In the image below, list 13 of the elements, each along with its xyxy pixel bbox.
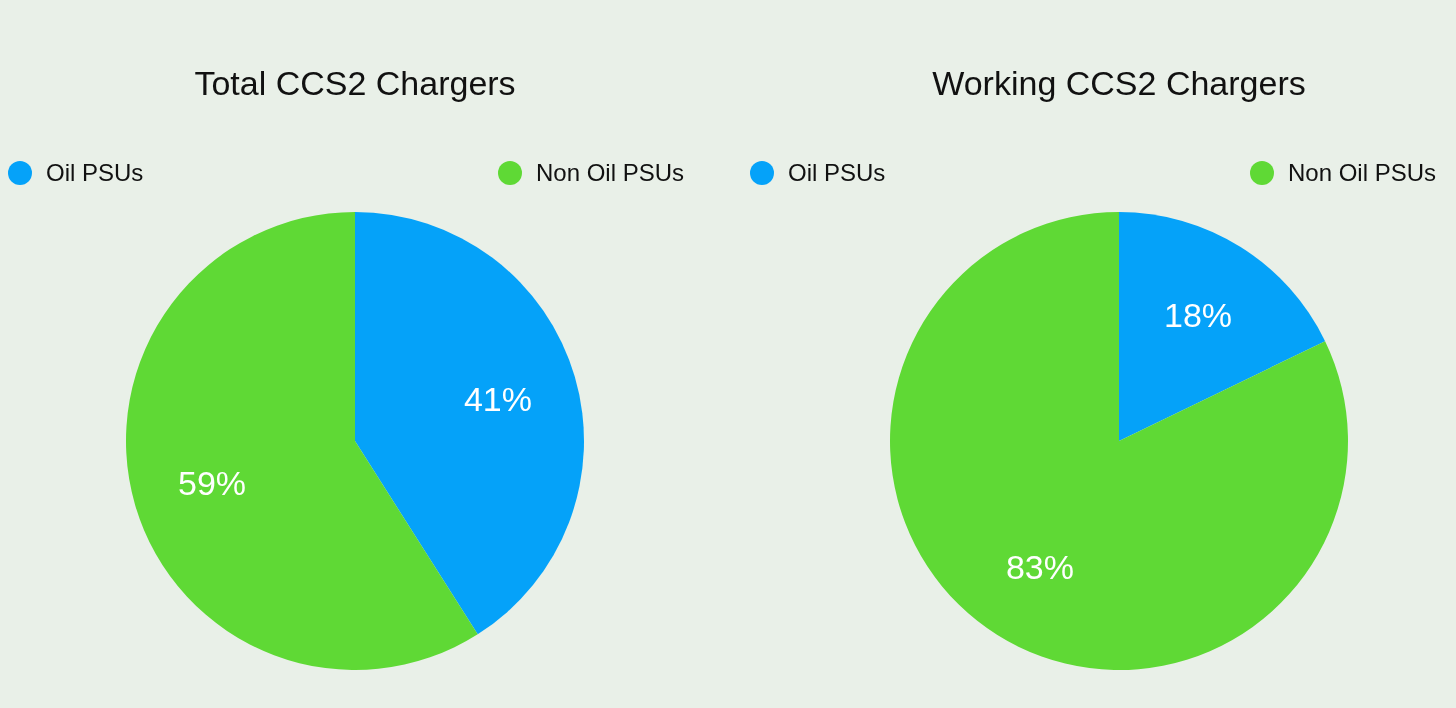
pie-slice xyxy=(355,212,584,635)
pie-slice xyxy=(890,212,1348,670)
legend-label: Non Oil PSUs xyxy=(1288,159,1437,186)
legend-label: Oil PSUs xyxy=(788,159,886,186)
pie-slice xyxy=(1119,212,1326,441)
chart-title: Working CCS2 Chargers xyxy=(932,64,1306,102)
chart-title: Total CCS2 Chargers xyxy=(194,64,516,102)
data-label: 18% xyxy=(1164,295,1233,334)
legend-label: Non Oil PSUs xyxy=(536,159,685,186)
data-label: 83% xyxy=(1005,548,1074,587)
legend-label: Oil PSUs xyxy=(46,159,144,186)
data-label: 41% xyxy=(463,380,532,419)
data-label: 59% xyxy=(178,463,247,502)
